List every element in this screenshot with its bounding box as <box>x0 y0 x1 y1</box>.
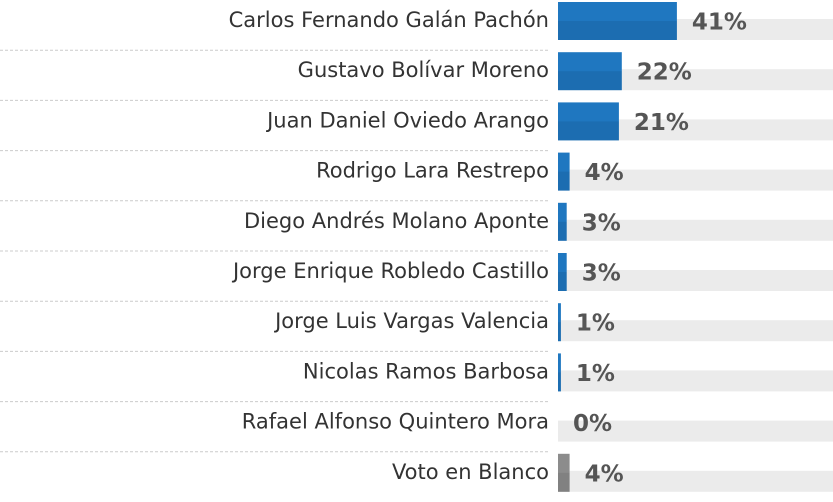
category-label: Diego Andrés Molano Aponte <box>244 209 549 233</box>
track <box>558 169 833 191</box>
value-label: 1% <box>576 361 615 387</box>
category-label: Voto en Blanco <box>392 460 549 484</box>
bar-shade <box>558 121 619 141</box>
track <box>558 370 833 392</box>
category-label: Rafael Alfonso Quintero Mora <box>242 410 549 434</box>
bar-shade <box>558 322 561 342</box>
track <box>558 320 833 342</box>
bar-shade <box>558 472 570 492</box>
bar <box>558 102 619 141</box>
bar <box>558 2 677 40</box>
value-label: 41% <box>692 10 747 36</box>
bar-shade <box>558 221 567 241</box>
bar <box>558 202 567 241</box>
track <box>558 69 833 91</box>
bar <box>558 52 622 91</box>
bar-shade <box>558 372 561 392</box>
category-label: Jorge Enrique Robledo Castillo <box>231 259 549 283</box>
category-label: Jorge Luis Vargas Valencia <box>273 309 549 333</box>
bar-shade <box>558 272 567 291</box>
category-label: Gustavo Bolívar Moreno <box>298 58 549 82</box>
category-label: Carlos Fernando Galán Pachón <box>229 8 549 32</box>
track <box>558 219 833 241</box>
bar <box>558 152 570 191</box>
track <box>558 119 833 141</box>
category-label: Juan Daniel Oviedo Arango <box>265 108 549 132</box>
track <box>558 270 833 291</box>
bar <box>558 453 570 492</box>
bar <box>558 303 561 342</box>
bar-shade <box>558 71 622 91</box>
bar <box>558 353 561 392</box>
value-label: 0% <box>573 411 612 437</box>
track <box>558 420 833 442</box>
value-label: 21% <box>634 110 689 136</box>
value-label: 1% <box>576 311 615 337</box>
value-label: 3% <box>582 210 621 236</box>
category-label: Nicolas Ramos Barbosa <box>303 359 549 383</box>
bar-shade <box>558 21 677 40</box>
value-label: 3% <box>582 261 621 287</box>
category-label: Rodrigo Lara Restrepo <box>316 159 549 183</box>
bar <box>558 253 567 291</box>
value-label: 4% <box>585 461 624 487</box>
value-label: 4% <box>585 160 624 186</box>
value-label: 22% <box>637 60 692 86</box>
bar-shade <box>558 171 570 191</box>
track <box>558 470 833 492</box>
